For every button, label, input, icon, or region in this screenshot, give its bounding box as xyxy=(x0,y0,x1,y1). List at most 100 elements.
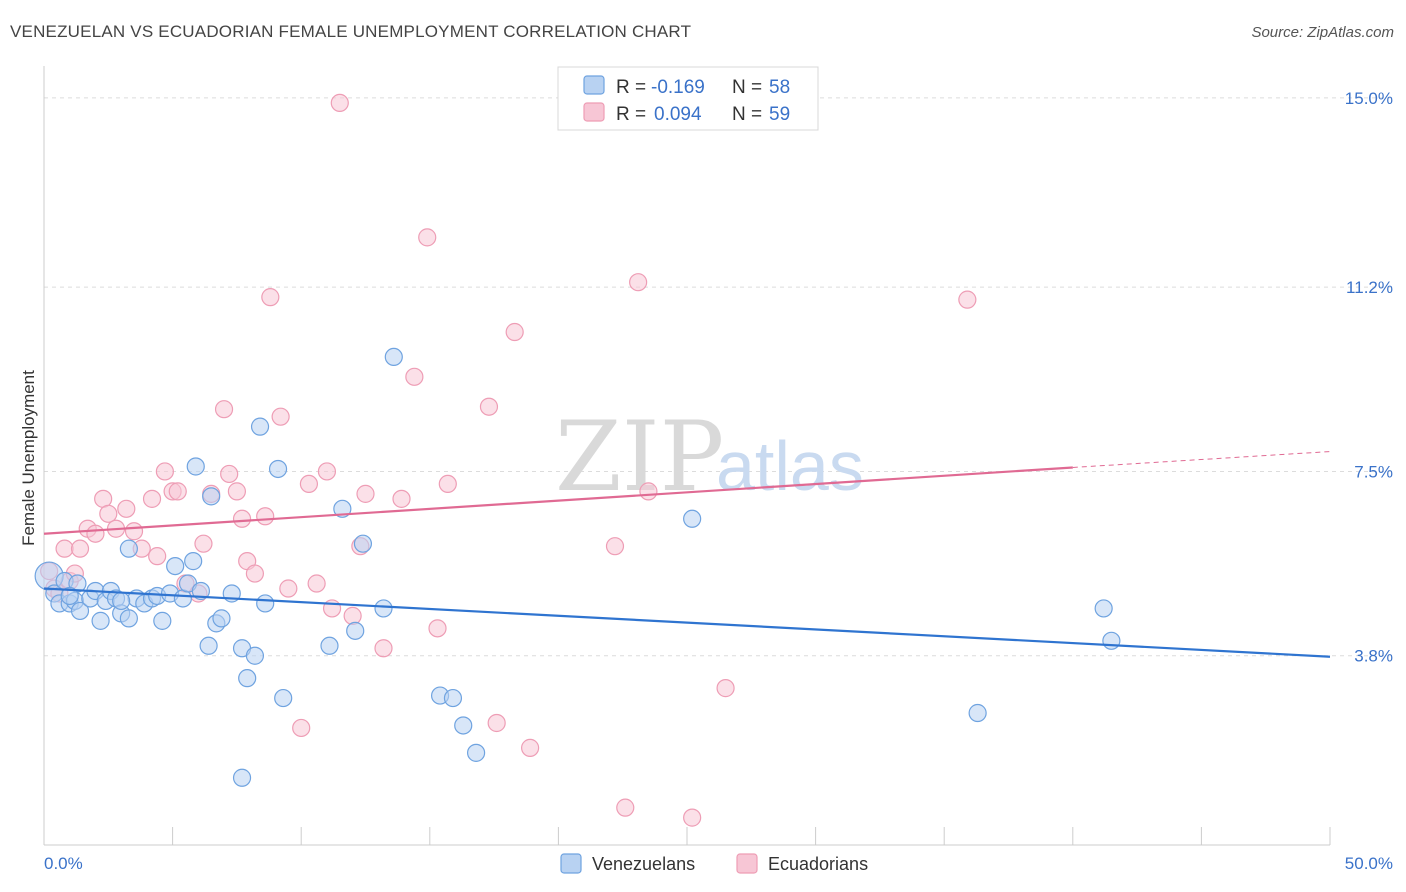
ecuadorian-point xyxy=(629,273,648,292)
ecuadorian-point xyxy=(639,482,658,501)
ecuadorian-point xyxy=(292,718,311,738)
legend-r-label-2: R = xyxy=(616,104,646,125)
ecuadorian-point xyxy=(958,290,977,309)
y-tick-label: 11.2% xyxy=(1346,278,1393,297)
axes xyxy=(43,66,1331,846)
venezuelan-point xyxy=(70,601,90,621)
venezuelan-point xyxy=(1102,631,1121,650)
venezuelan-point xyxy=(91,611,110,630)
venezuelan-point xyxy=(384,347,403,367)
ecuadorian-point xyxy=(418,228,437,247)
y-tick-label: 7.5% xyxy=(1354,462,1393,481)
ecuadorian-point xyxy=(299,474,319,494)
venezuelan-point xyxy=(443,688,463,708)
ecuadorian-point xyxy=(99,504,118,523)
venezuelan-point xyxy=(333,499,352,518)
ecuadorian-point xyxy=(227,482,246,501)
trend-lines xyxy=(43,451,1331,658)
venezuelan-point xyxy=(320,636,339,655)
ecuadorian-point xyxy=(405,367,424,386)
venezuelan-point xyxy=(191,581,210,601)
venezuelan-point xyxy=(153,611,172,630)
ecuadorian-point xyxy=(124,522,144,541)
ecuadorian-point xyxy=(616,798,635,817)
venezuelan-point xyxy=(232,768,252,787)
ecuadorian-point xyxy=(117,499,136,518)
venezuelan-point xyxy=(112,591,131,611)
venezuelan-point xyxy=(199,636,218,655)
venezuelan-point xyxy=(202,487,221,506)
ecuadorians-trend-line xyxy=(43,466,1073,535)
legend-r-label-1: R = xyxy=(616,77,646,98)
y-tick-label: 3.8% xyxy=(1354,647,1393,666)
legend-swatch-ecuadorians xyxy=(583,102,605,122)
legend-r-value-1: -0.169 xyxy=(651,77,705,98)
ecuadorian-point xyxy=(307,574,326,593)
ecuadorian-point xyxy=(256,507,275,526)
venezuelan-point xyxy=(353,534,373,553)
venezuelan-point xyxy=(274,688,293,708)
ecuadorian-point xyxy=(374,639,393,658)
y-axis-label: Female Unemployment xyxy=(19,370,38,546)
x-tick-label: 0.0% xyxy=(44,854,83,873)
ecuadorian-point xyxy=(356,484,375,503)
ecuadorian-point xyxy=(155,462,174,481)
ecuadorian-point xyxy=(343,606,362,625)
venezuelan-point xyxy=(968,703,987,723)
legend-bottom-ecuadorians: Ecuadorians xyxy=(768,854,868,874)
venezuelan-point xyxy=(250,417,270,436)
venezuelan-point xyxy=(238,669,257,688)
venezuelan-point xyxy=(454,716,473,735)
ecuadorian-point xyxy=(148,547,167,566)
legend-n-value-2: 59 xyxy=(769,104,790,125)
x-tick-labels: 0.0% 50.0% xyxy=(44,854,1393,873)
ecuadorian-point xyxy=(232,509,252,528)
watermark-atlas: atlas xyxy=(716,427,864,505)
ecuadorians-trend-extension xyxy=(1072,451,1331,468)
venezuelan-point xyxy=(268,459,288,479)
ecuadorian-point xyxy=(605,537,625,556)
ecuadorian-point xyxy=(70,539,90,558)
legend-bottom-swatch-ecuadorians xyxy=(736,853,758,874)
ecuadorian-point xyxy=(330,93,349,113)
y-tick-label: 15.0% xyxy=(1345,89,1393,108)
venezuelan-point xyxy=(60,586,79,606)
watermark: ZIP atlas xyxy=(555,401,864,513)
venezuelan-point xyxy=(119,609,138,628)
ecuadorian-point xyxy=(505,322,524,342)
ecuadorian-point xyxy=(245,564,265,583)
y-tick-labels: 3.8% 7.5% 11.2% 15.0% xyxy=(1345,89,1393,666)
venezuelan-point xyxy=(184,552,203,571)
venezuelan-point xyxy=(119,539,138,558)
venezuelan-point xyxy=(374,599,393,618)
series-legend: Venezuelans Ecuadorians xyxy=(560,853,868,874)
chart-title: VENEZUELAN VS ECUADORIAN FEMALE UNEMPLOY… xyxy=(10,22,692,41)
ecuadorian-point xyxy=(317,462,337,481)
venezuelan-point xyxy=(256,594,275,613)
venezuelan-point xyxy=(1094,599,1113,618)
legend-r-value-2: 0.094 xyxy=(654,104,702,125)
legend-n-value-1: 58 xyxy=(769,77,790,98)
source-credit: Source: ZipAtlas.com xyxy=(1251,24,1394,41)
ecuadorian-point xyxy=(142,489,162,508)
ecuadorian-point xyxy=(261,288,280,307)
ecuadorian-point xyxy=(438,474,457,494)
ecuadorian-point xyxy=(487,713,506,733)
ecuadorian-point xyxy=(194,534,213,553)
ecuadorian-point xyxy=(716,679,735,698)
legend-n-label-2: N = xyxy=(732,104,762,125)
venezuelan-point xyxy=(186,457,205,476)
ecuadorian-point xyxy=(428,619,447,638)
venezuelan-point xyxy=(245,646,265,665)
ecuadorian-point xyxy=(392,489,411,508)
x-tick-label: 50.0% xyxy=(1345,854,1393,873)
legend-bottom-swatch-venezuelans xyxy=(560,853,582,874)
ecuadorian-point xyxy=(271,407,290,426)
ecuadorian-point xyxy=(220,464,239,484)
venezuelan-point xyxy=(212,609,231,628)
venezuelans-trend-line xyxy=(43,587,1331,658)
legend-n-label-1: N = xyxy=(732,77,762,98)
ecuadorian-point xyxy=(214,400,234,419)
venezuelan-point xyxy=(166,556,185,576)
